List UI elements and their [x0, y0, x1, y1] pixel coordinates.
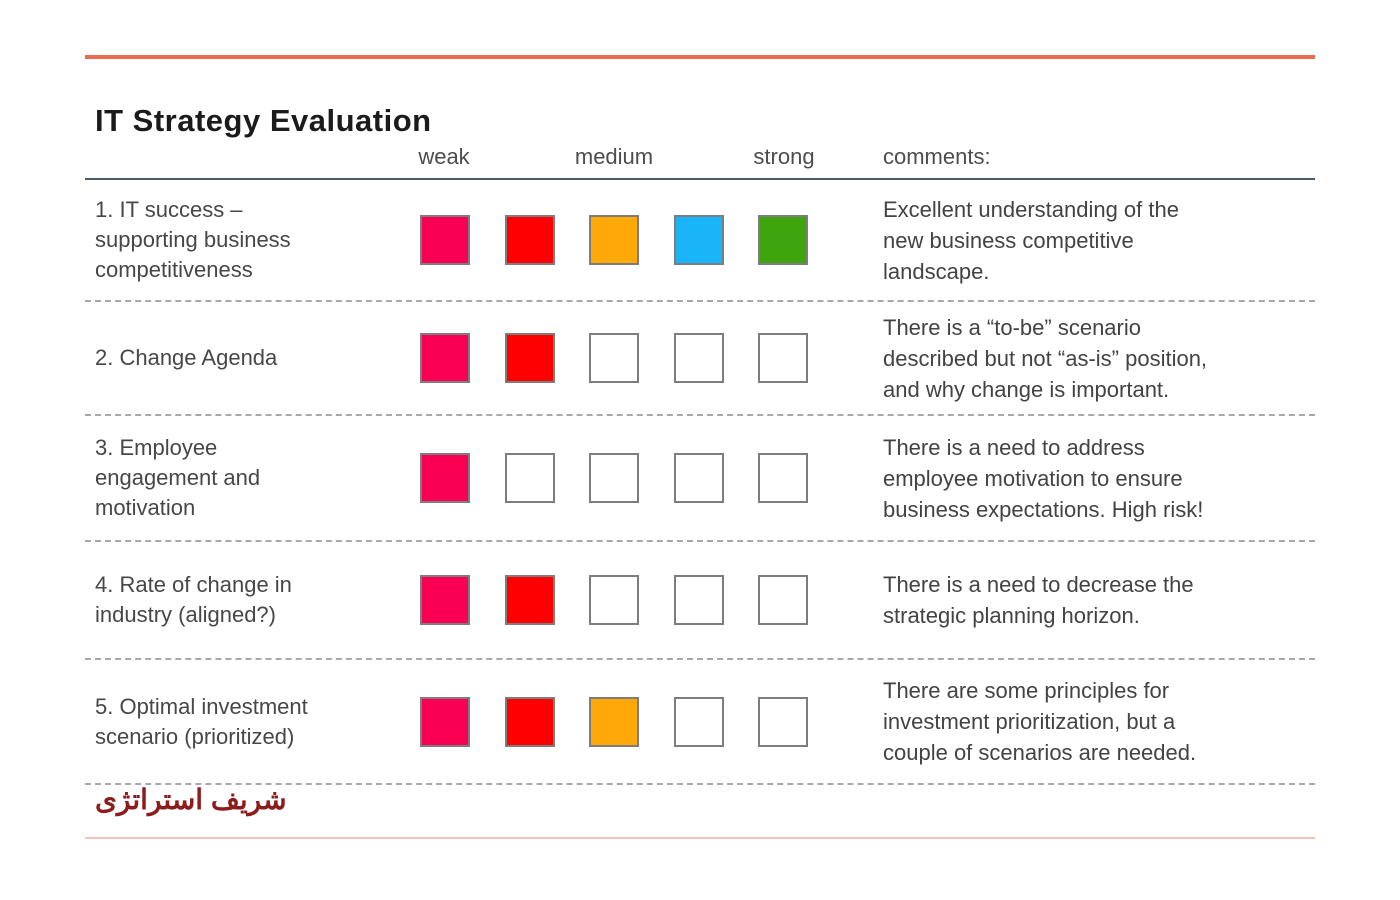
rating-cells	[420, 696, 808, 747]
rating-cell	[504, 696, 555, 747]
table-row: 2. Change Agenda There is a “to-be” scen…	[85, 302, 1315, 416]
rating-cell	[504, 333, 555, 383]
header-comments: comments:	[883, 144, 991, 169]
rating-cell	[420, 696, 470, 747]
rating-cell	[589, 575, 639, 625]
rating-cell	[420, 575, 470, 625]
rating-cell	[758, 696, 808, 747]
rating-cell	[504, 453, 555, 503]
table-row: 1. IT success – supporting business comp…	[85, 180, 1315, 302]
rating-cell	[589, 696, 639, 747]
evaluation-table: weak medium strong comments: 1. IT succe…	[85, 138, 1315, 785]
rating-cell	[673, 575, 724, 625]
rating-cell	[589, 333, 639, 383]
header-medium: medium	[574, 144, 654, 169]
rating-cells	[420, 215, 808, 265]
top-accent-rule	[85, 55, 1315, 59]
criterion-label: 2. Change Agenda	[95, 345, 278, 370]
page-title: IT Strategy Evaluation	[95, 102, 432, 138]
rating-cell	[420, 333, 470, 383]
criterion-label: 5. Optimal investment scenario (prioriti…	[95, 693, 308, 749]
row-comment: There is a need to address employee moti…	[883, 434, 1204, 522]
rating-cell	[758, 215, 808, 265]
header-weak: weak	[418, 144, 470, 169]
rating-cell	[589, 215, 639, 265]
table-row: 4. Rate of change in industry (aligned?)…	[85, 542, 1315, 660]
rating-cell	[673, 696, 724, 747]
rating-cell	[589, 453, 639, 503]
rating-cells	[420, 575, 808, 625]
rating-cell	[758, 575, 808, 625]
scale-headers: weak medium strong	[418, 144, 814, 170]
criterion-label: 3. Employee engagement and motivation	[95, 435, 261, 520]
rating-cell	[758, 453, 808, 503]
bottom-accent-rule	[85, 837, 1315, 839]
header-strong: strong	[753, 144, 815, 169]
table-row: 3. Employee engagement and motivation Th…	[85, 416, 1315, 542]
row-comment: There is a need to decrease the strategi…	[883, 572, 1194, 628]
rating-cell	[673, 215, 724, 265]
rating-cell	[673, 453, 724, 503]
criterion-label: 4. Rate of change in industry (aligned?)	[95, 572, 292, 627]
rating-cell	[420, 215, 470, 265]
table-row: 5. Optimal investment scenario (prioriti…	[85, 660, 1315, 785]
rating-cells	[420, 453, 808, 503]
rating-cell	[504, 575, 555, 625]
rating-cell	[673, 333, 724, 383]
row-comment: There is a “to-be” scenario described bu…	[883, 314, 1208, 402]
footer-brand: شریف استراتژی	[95, 784, 287, 815]
row-comment: Excellent understanding of the new busin…	[883, 196, 1179, 284]
rating-cell	[420, 453, 470, 503]
rating-cell	[758, 333, 808, 383]
rating-cell	[504, 215, 555, 265]
criterion-label: 1. IT success – supporting business comp…	[95, 197, 291, 282]
rating-cells	[420, 333, 808, 383]
table-header-row: weak medium strong comments:	[85, 138, 1315, 180]
row-comment: There are some principles for investment…	[883, 678, 1197, 765]
